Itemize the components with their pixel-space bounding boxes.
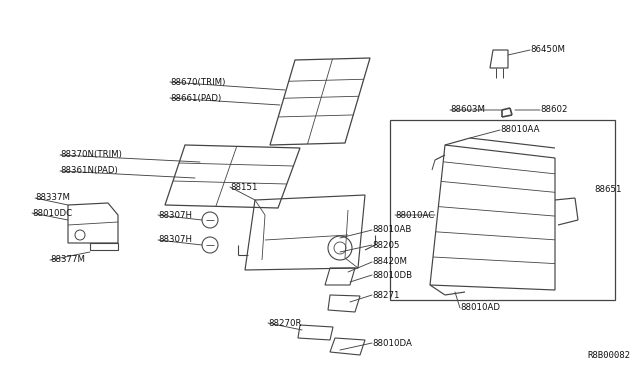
Text: 88602: 88602: [540, 106, 568, 115]
Text: 88205: 88205: [372, 241, 399, 250]
Text: R8B00082: R8B00082: [587, 351, 630, 360]
Text: 88370N(TRIM): 88370N(TRIM): [60, 151, 122, 160]
Text: 88420M: 88420M: [372, 257, 407, 266]
Text: 88010AC: 88010AC: [395, 211, 435, 219]
Text: 88151: 88151: [230, 183, 257, 192]
Text: 88010DC: 88010DC: [32, 208, 72, 218]
Text: 88361N(PAD): 88361N(PAD): [60, 167, 118, 176]
Text: 88603M: 88603M: [450, 106, 485, 115]
Text: 88010DB: 88010DB: [372, 270, 412, 279]
Text: 86450M: 86450M: [530, 45, 565, 55]
Text: 88307H: 88307H: [158, 235, 192, 244]
Text: 88661(PAD): 88661(PAD): [170, 93, 221, 103]
Text: 88307H: 88307H: [158, 211, 192, 219]
Text: 88337M: 88337M: [35, 193, 70, 202]
Text: 88010AB: 88010AB: [372, 225, 412, 234]
Text: 88271: 88271: [372, 291, 399, 299]
Text: 88670(TRIM): 88670(TRIM): [170, 77, 225, 87]
Text: 88010DA: 88010DA: [372, 339, 412, 347]
Text: 88270R: 88270R: [268, 318, 301, 327]
Text: 88651: 88651: [595, 186, 622, 195]
Bar: [390, 120, 615, 300]
Text: 88377M: 88377M: [50, 256, 85, 264]
Text: 88010AA: 88010AA: [500, 125, 540, 135]
Text: 88010AD: 88010AD: [460, 304, 500, 312]
